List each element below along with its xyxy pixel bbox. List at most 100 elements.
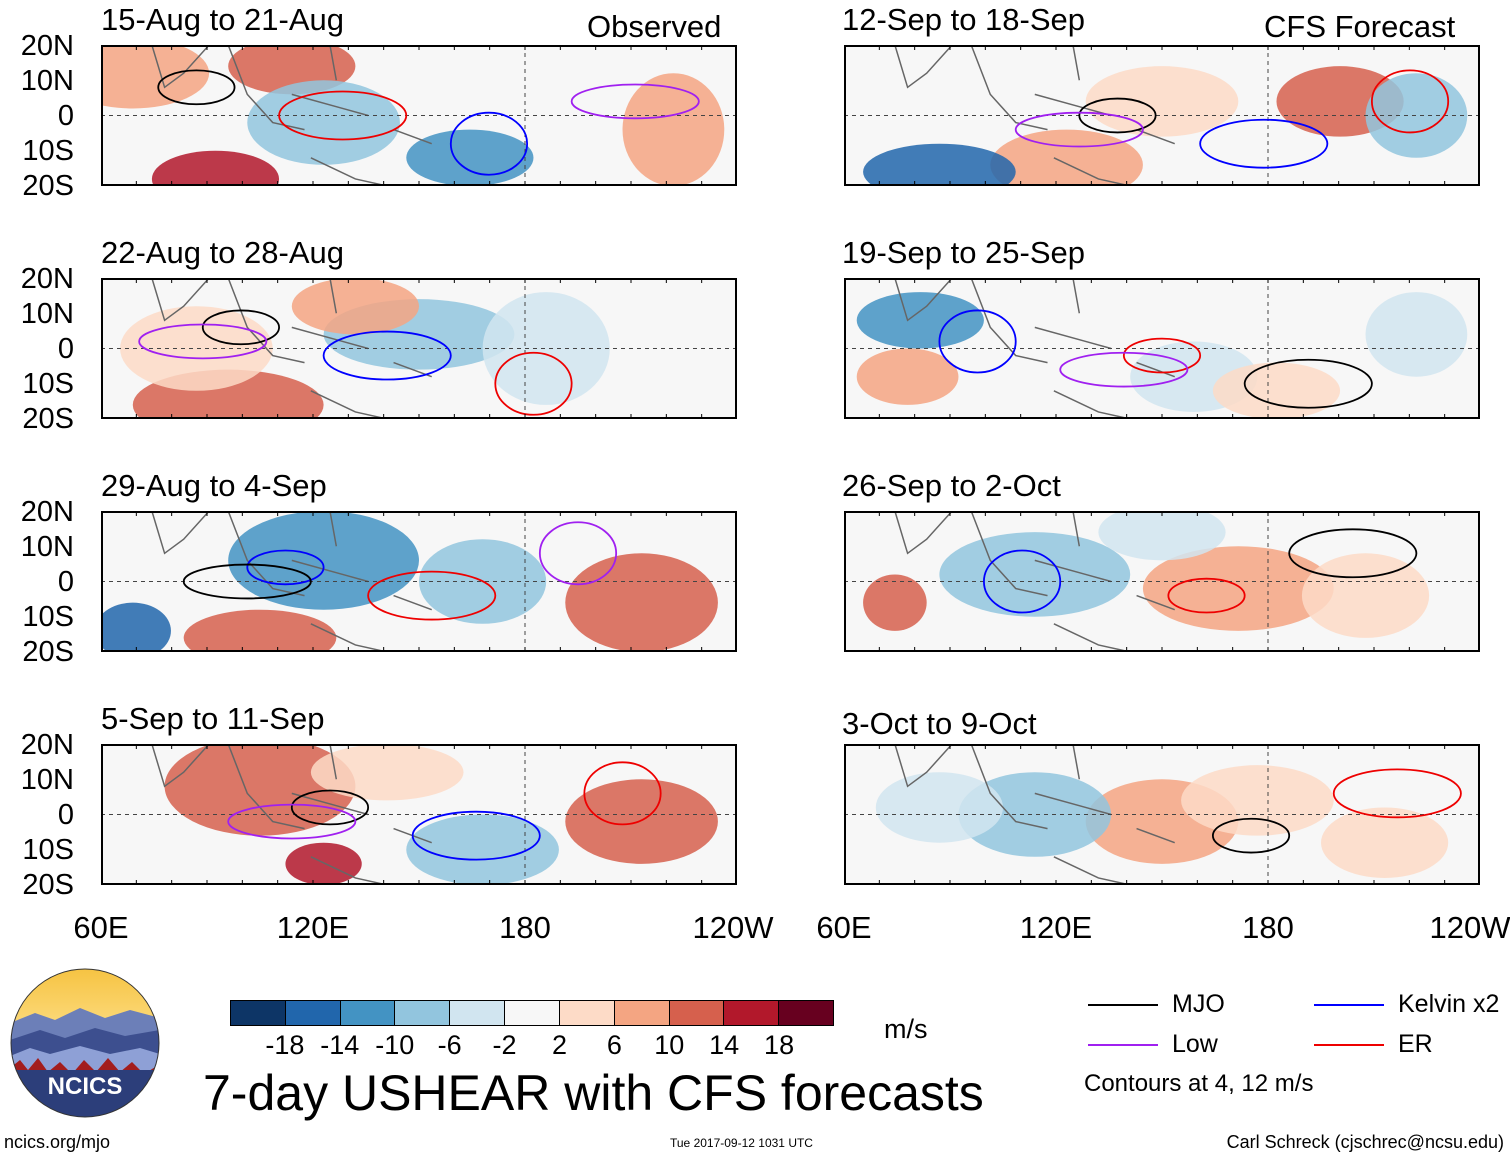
map-panel-5 [844,45,1480,186]
y-tick-label: 10N [20,764,74,796]
contour-line [1243,358,1373,409]
coastline [894,45,1175,186]
contour-line [1211,817,1291,854]
colorbar-cell [669,1001,725,1025]
contour-line [1078,97,1157,134]
contour-line [583,761,662,826]
units-label: m/s [884,1014,928,1044]
panel-title-6: 19-Sep to 25-Sep [842,235,1086,270]
footer-timestamp: Tue 2017-09-12 1031 UTC [670,1136,813,1150]
map-panel-4 [101,744,737,885]
legend-low-line [1088,1043,1158,1046]
panel-title-2: 22-Aug to 28-Aug [101,235,345,270]
y-tick-label: 10N [20,298,74,330]
coastline [894,278,1175,419]
x-tick-120w-right: 120W [1429,910,1510,945]
y-tick-label: 0 [57,333,74,365]
y-tick-label: 0 [57,799,74,831]
legend-kelvin: Kelvin x2 [1314,990,1499,1019]
panel-title-5: 12-Sep to 18-Sep [842,2,1086,37]
contour-line [367,570,497,621]
y-tick-label: 20N [20,263,74,295]
y-tick-label: 20S [22,636,74,668]
legend-er: ER [1314,1030,1433,1059]
contour-line [278,90,408,141]
y-tick-label: 0 [57,566,74,598]
contour-line [201,309,280,346]
x-tick-120e-left: 120E [276,910,350,945]
legend-kelvin-label: Kelvin x2 [1398,990,1500,1018]
shear-anomaly-region [565,553,718,652]
y-tick-label: 20N [20,496,74,528]
colorbar-cell [724,1001,780,1025]
panel-title-3: 29-Aug to 4-Sep [101,468,327,503]
logo-text: NCICS [48,1073,123,1100]
contour-line [138,323,268,360]
contour-note: Contours at 4, 12 m/s [1084,1070,1314,1097]
contour-line [1370,69,1450,134]
map-panel-8 [844,744,1480,885]
shear-anomaly-region [164,744,356,836]
shear-anomaly-region [183,609,337,652]
colorbar-tick-label: 10 [654,1030,685,1060]
contour-line [227,803,357,840]
contour-line [1332,768,1462,819]
shear-anomaly-region [1142,546,1334,631]
contour-line [322,330,452,381]
y-tick-label: 20S [22,869,74,901]
contour-line [570,83,700,120]
shear-anomaly-region [247,80,400,165]
contour-line [1014,111,1144,148]
shear-anomaly-region [406,814,559,885]
contour-line [1167,577,1246,614]
panel-title-4: 5-Sep to 11-Sep [101,701,325,736]
colorbar-cell [505,1001,560,1025]
colorbar-tick-label: -18 [265,1030,305,1060]
contour-line [246,549,325,586]
colorbar-cell [779,1001,833,1025]
colorbar-cell [559,1001,615,1025]
legend-mjo-line [1088,1003,1158,1006]
y-tick-label: 20S [22,403,74,435]
map-panel-7 [844,511,1480,652]
contour-line [157,69,236,106]
map-panel-2 [101,278,737,419]
shear-anomaly-region [101,602,171,652]
coastline [894,744,1175,885]
shear-anomaly-region [622,73,725,186]
contour-line [538,521,618,586]
shear-anomaly-region [1181,765,1334,836]
shear-anomaly-region [285,842,362,885]
shear-anomaly-region [228,511,419,610]
colorbar-tick-label: -6 [437,1030,462,1060]
coastline [151,45,432,186]
colorbar-cell [340,1001,396,1025]
contour-line [290,789,370,826]
shear-anomaly-region [406,129,534,186]
contour-line [938,309,1017,374]
legend-er-line [1314,1043,1384,1046]
shear-anomaly-region [151,150,280,186]
x-tick-120e-right: 120E [1019,910,1093,945]
legend-er-label: ER [1398,1030,1433,1058]
x-tick-60e-left: 60E [73,910,129,945]
panel-title-8: 3-Oct to 9-Oct [842,706,1037,741]
colorbar-cell [395,1001,451,1025]
colorbar-tick-label: 14 [709,1030,740,1060]
colorbar-tick-label: 18 [764,1030,795,1060]
colorbar-tick-label: -10 [375,1030,415,1060]
shear-anomaly-region [856,348,959,405]
y-tick-label: 10S [22,601,74,633]
colorbar-tick-label: 6 [606,1030,622,1060]
contour-line [1122,337,1202,374]
y-tick-label: 20N [20,729,74,761]
contour-line [983,549,1062,614]
footer-site-link[interactable]: ncics.org/mjo [4,1132,111,1152]
footer-credit: Carl Schreck (cjschrec@ncsu.edu) [1226,1132,1504,1152]
shear-anomaly-region [101,45,210,109]
colorbar-cell [450,1001,506,1025]
contour-line [182,563,312,600]
observed-label: Observed [587,9,722,44]
colorbar-tick-label: -2 [492,1030,517,1060]
shear-anomaly-region [939,532,1131,617]
